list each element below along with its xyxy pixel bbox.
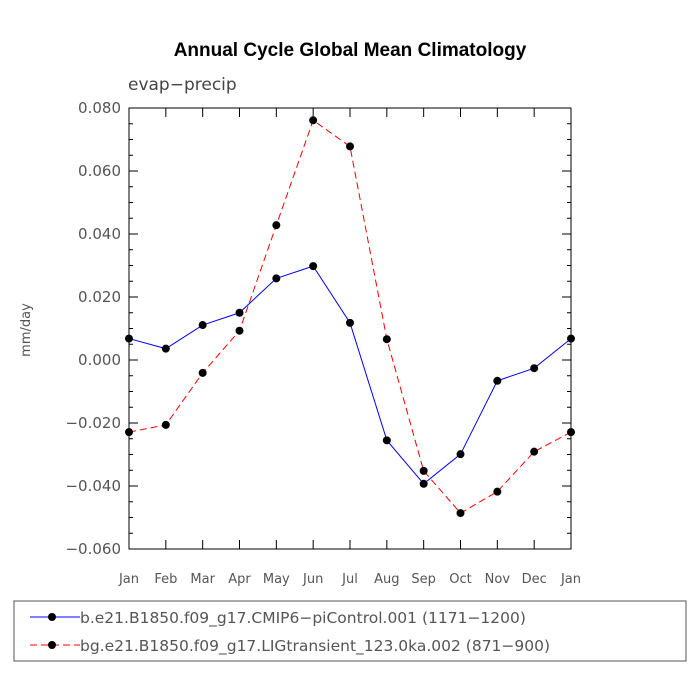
plot-frame (128, 107, 572, 550)
x-tick-label: Oct (449, 572, 471, 587)
x-tick-label: Sep (411, 572, 436, 587)
data-point (456, 450, 465, 459)
data-point (198, 321, 207, 330)
data-point (493, 487, 502, 496)
y-axis-label: mm/day (19, 303, 34, 357)
data-point (346, 318, 354, 327)
y-tick-label: −0.040 (65, 477, 121, 495)
x-tick-label: Jun (302, 572, 323, 587)
data-point (198, 368, 207, 377)
chart-subtitle: evap−precip (128, 75, 237, 95)
y-tick-label: 0.000 (78, 351, 121, 369)
series-2 (125, 116, 575, 518)
x-tick-label: Nov (485, 572, 511, 587)
chart-title: Annual Cycle Global Mean Climatology (174, 40, 527, 61)
x-tick-label: Aug (374, 572, 399, 587)
legend-label: b.e21.B1850.f09_g17.CMIP6−piControl.001 … (80, 609, 526, 628)
x-tick-label: Jul (341, 572, 358, 587)
y-tick-label: 0.060 (78, 162, 121, 180)
data-point (161, 420, 170, 429)
data-point (419, 466, 428, 475)
legend-marker (48, 641, 56, 649)
data-point (493, 376, 502, 385)
data-point (530, 364, 539, 373)
series-1 (125, 262, 575, 488)
data-point (456, 509, 465, 518)
x-tick-label: Dec (522, 572, 547, 587)
y-tick-label: −0.060 (65, 540, 121, 558)
data-point (419, 479, 428, 488)
x-tick-label: Mar (190, 572, 215, 587)
data-point (346, 142, 354, 151)
data-point (309, 116, 318, 125)
data-point (382, 436, 391, 445)
legend-marker (48, 613, 56, 621)
x-tick-label: Jan (560, 572, 581, 587)
x-tick-label: Feb (154, 572, 177, 587)
data-point (272, 274, 281, 283)
data-point (382, 335, 391, 344)
y-tick-label: 0.080 (78, 99, 121, 117)
y-tick-label: −0.020 (65, 414, 121, 432)
x-tick-label: Jan (118, 572, 139, 587)
data-point (235, 326, 244, 335)
data-point (235, 308, 244, 317)
data-point (161, 344, 170, 353)
series-line (128, 119, 572, 514)
legend: b.e21.B1850.f09_g17.CMIP6−piControl.001 … (13, 600, 687, 662)
legend-box (13, 600, 687, 662)
series-line (128, 265, 572, 485)
y-tick-label: 0.040 (78, 225, 121, 243)
x-tick-label: May (263, 572, 290, 587)
data-point (309, 262, 318, 271)
data-point (272, 221, 281, 230)
y-tick-label: 0.020 (78, 288, 121, 306)
data-point (530, 447, 539, 456)
legend-label: bg.e21.B1850.f09_g17.LIGtransient_123.0k… (80, 637, 550, 656)
x-tick-label: Apr (228, 572, 251, 587)
